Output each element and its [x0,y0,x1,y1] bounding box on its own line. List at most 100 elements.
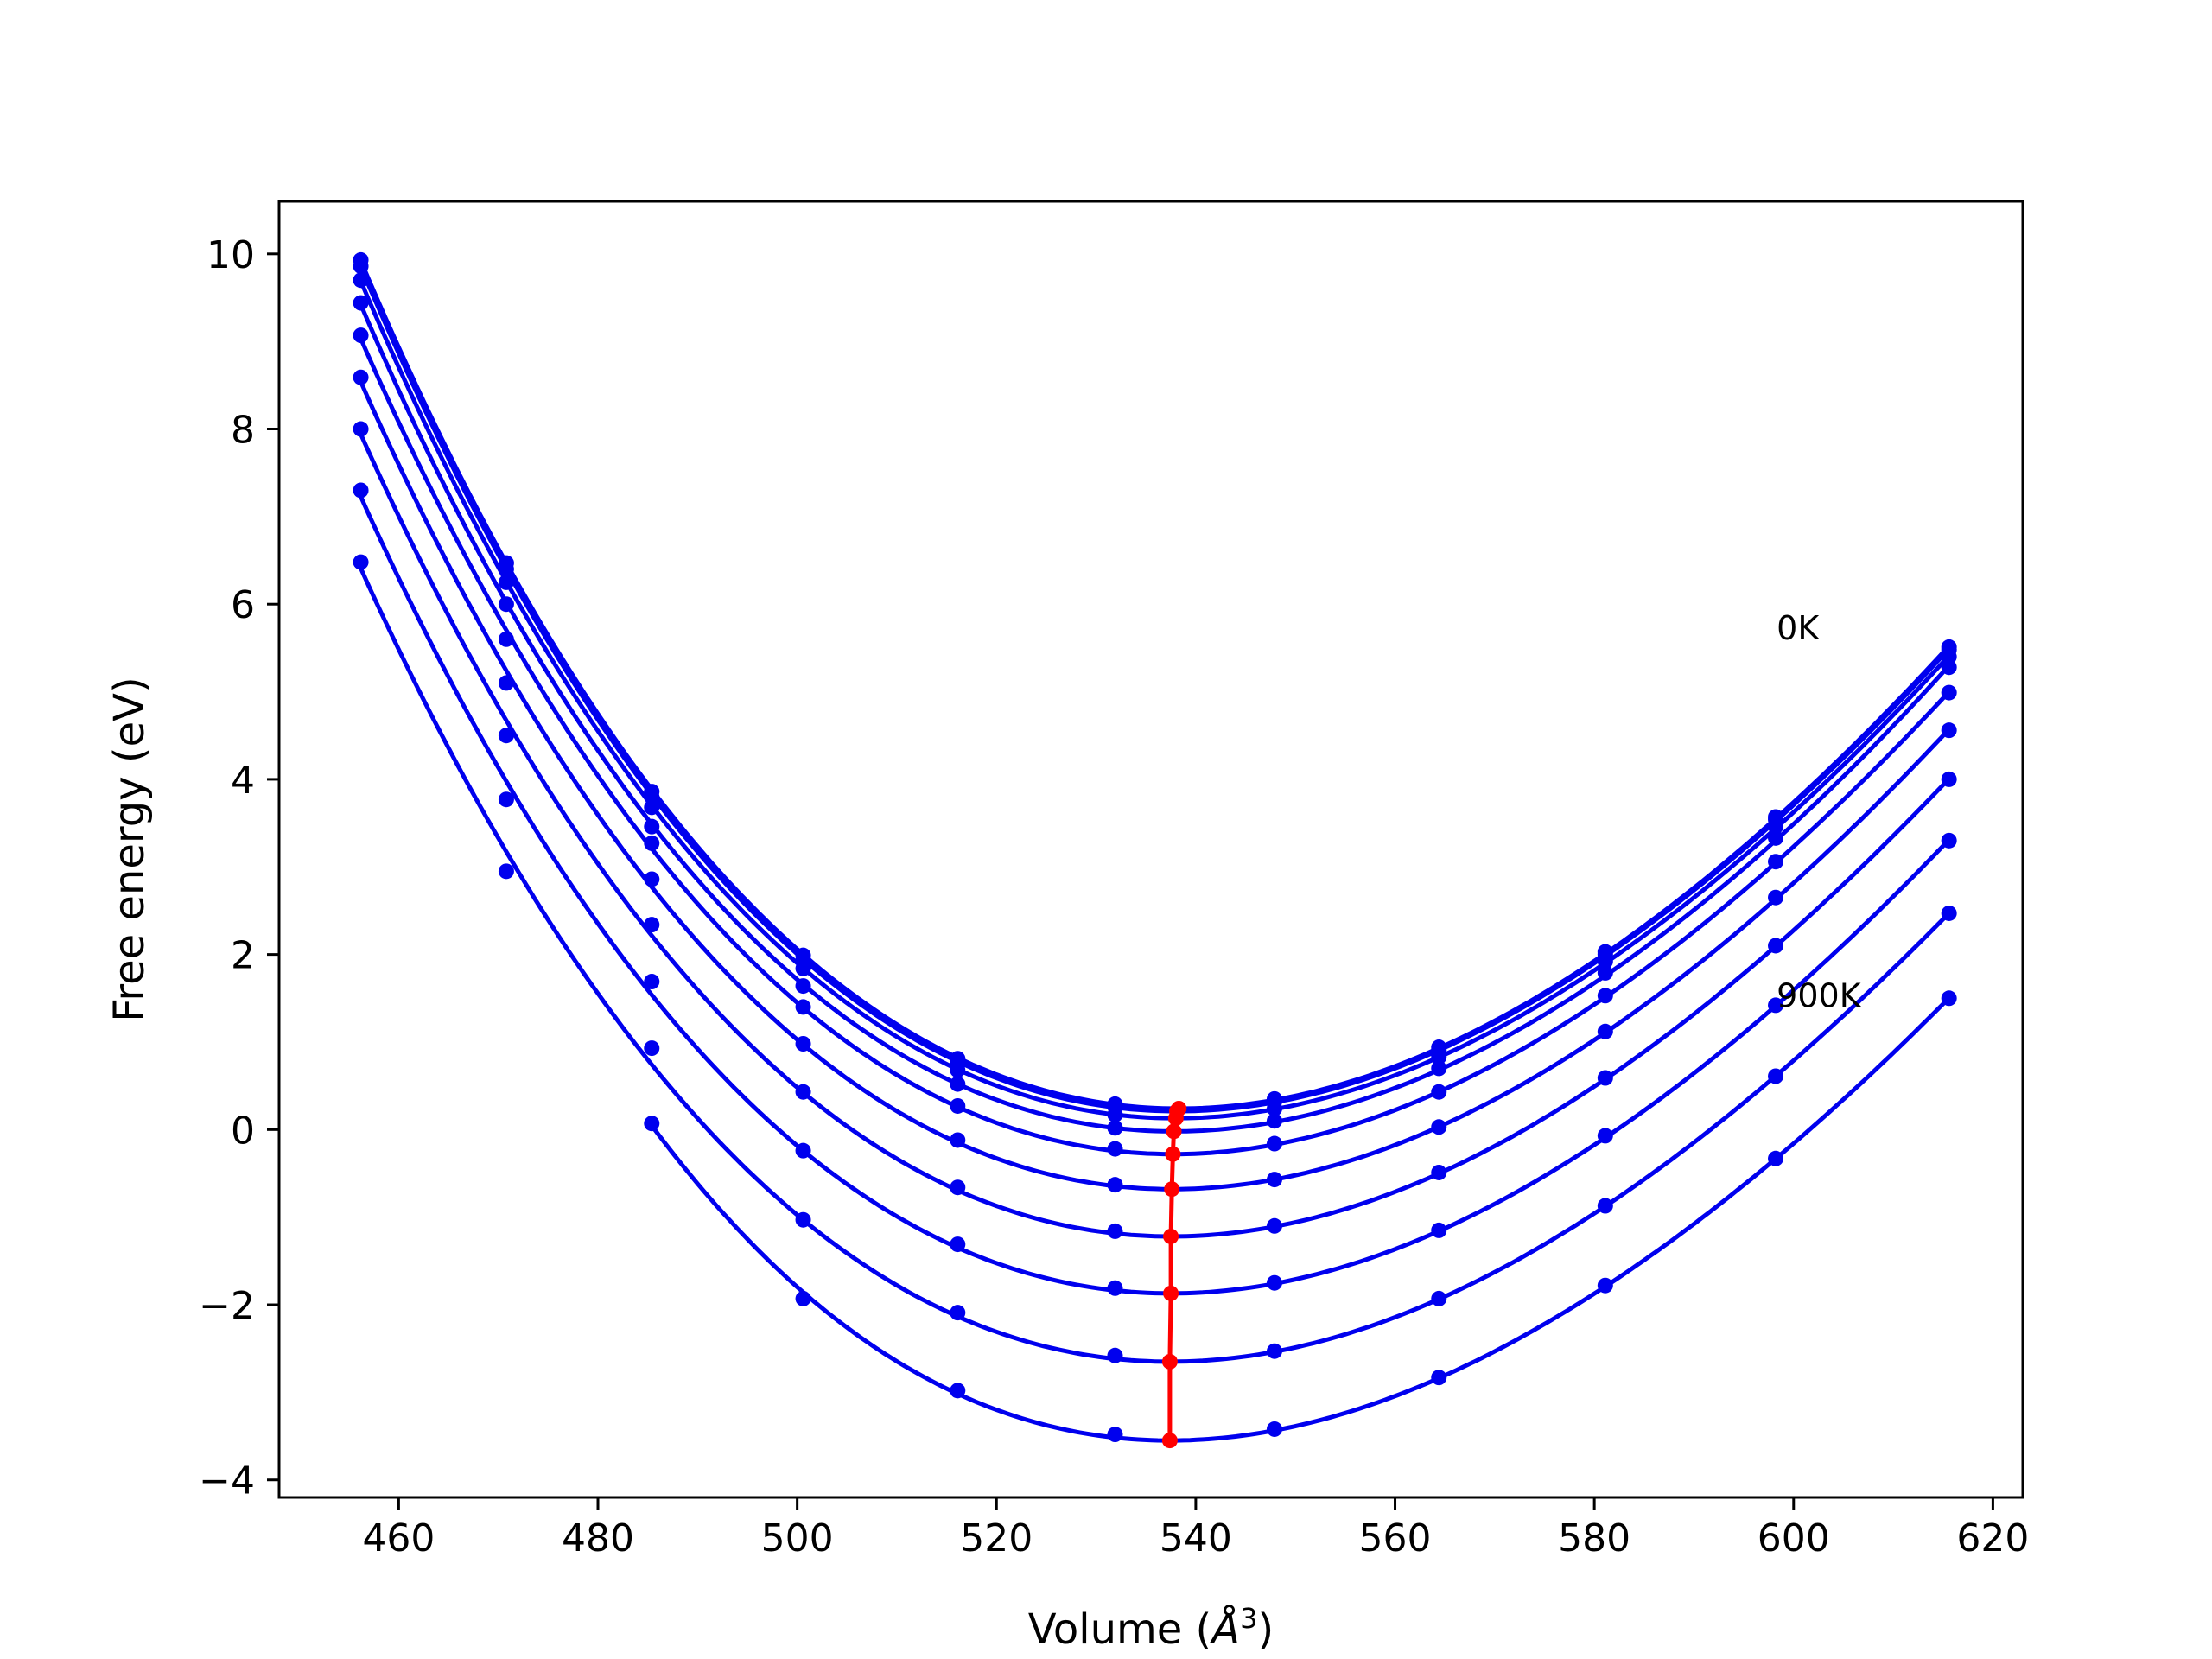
annotation-0: 0K [1777,609,1820,647]
minimum-point-7 [1163,1285,1179,1301]
data-point-s2-5 [1107,1107,1123,1123]
data-point-s9-6 [1597,1277,1613,1294]
y-tick-label-0: −4 [199,1459,255,1503]
data-point-s3-10 [1941,659,1957,676]
data-point-s1-1 [498,561,514,577]
data-point-s6-0 [353,421,369,437]
series-line-7 [359,495,1951,1296]
data-point-s4-4 [950,1097,966,1114]
series-line-3 [359,303,1951,1134]
minimum-point-4 [1165,1146,1181,1162]
data-point-s8-5 [1107,1347,1123,1363]
x-axis-label: Volume (Å3) [1028,1602,1274,1654]
data-point-s1-0 [353,258,369,274]
data-point-s5-5 [1107,1177,1123,1193]
series-line-5 [359,380,1951,1192]
y-tick-label-6: 8 [231,409,255,453]
minimum-point-8 [1161,1353,1178,1370]
data-point-s3-5 [1107,1120,1123,1136]
x-tick-label-1: 480 [562,1516,634,1560]
data-point-s6-4 [950,1179,966,1196]
data-point-s5-1 [498,675,514,691]
y-tick-label-2: 0 [231,1109,255,1153]
data-point-s6-2 [644,917,660,933]
y-tick-label-4: 4 [231,759,255,803]
x-tick-label-5: 560 [1359,1516,1432,1560]
data-point-s3-9 [1768,830,1784,846]
data-point-s2-0 [353,272,369,289]
x-axis-label-paren-close: ) [1257,1605,1274,1654]
data-point-s8-10 [1941,905,1957,921]
data-point-s7-7 [1431,1222,1447,1238]
x-axis-unit-base: Å [1209,1605,1240,1654]
data-point-s8-8 [1597,1198,1613,1214]
x-axis-unit-exp: 3 [1240,1602,1257,1635]
y-tick-label-3: 2 [231,934,255,978]
data-point-s5-7 [1431,1119,1447,1135]
data-point-s8-9 [1768,1068,1784,1084]
data-point-s8-4 [950,1305,966,1321]
x-axis-label-text: Volume [1028,1605,1183,1654]
x-tick-label-6: 580 [1558,1516,1630,1560]
data-point-s8-3 [795,1211,811,1228]
series-line-1 [359,265,1951,1114]
minimum-point-2 [1167,1110,1184,1127]
points-layer [353,251,1957,1443]
data-point-s5-4 [950,1132,966,1148]
data-point-s6-3 [795,1084,811,1100]
annotation-1: 900K [1777,976,1862,1014]
data-point-s5-8 [1597,1023,1613,1039]
x-axis-ticks: 460 480 500 520 540 560 580 600 620 [362,1497,2029,1560]
data-point-s6-7 [1431,1164,1447,1180]
data-point-s2-6 [1266,1101,1282,1116]
series-line-9 [650,996,1951,1443]
data-point-s6-9 [1768,938,1784,954]
data-point-s5-3 [795,1036,811,1052]
data-point-s2-8 [1597,953,1613,969]
data-point-s3-1 [498,596,514,613]
x-tick-label-7: 600 [1758,1516,1830,1560]
data-point-s7-4 [950,1236,966,1253]
data-point-s4-9 [1768,854,1784,870]
data-point-s3-4 [950,1076,966,1092]
data-point-s2-7 [1431,1049,1447,1065]
data-point-s7-5 [1107,1280,1123,1296]
data-point-s9-8 [1941,990,1957,1007]
data-point-s4-6 [1266,1135,1282,1152]
data-point-s4-0 [353,327,369,344]
series-line-6 [359,433,1951,1239]
data-point-s4-5 [1107,1141,1123,1157]
minimum-point-5 [1164,1181,1180,1198]
data-point-s7-1 [498,791,514,808]
data-point-s8-7 [1431,1290,1447,1306]
data-point-s2-2 [644,799,660,816]
data-point-s5-2 [644,871,660,887]
x-axis-label-paren-open: ( [1182,1605,1211,1654]
data-point-s6-8 [1597,1070,1613,1086]
curves-layer [359,259,1951,1443]
data-point-s5-10 [1941,722,1957,739]
data-point-s8-0 [353,554,369,570]
data-point-s9-1 [795,1290,811,1306]
data-point-s2-9 [1768,818,1784,835]
data-point-s4-1 [498,631,514,647]
minimum-point-3 [1166,1123,1182,1140]
data-point-s9-5 [1431,1370,1447,1386]
data-point-s5-9 [1768,889,1784,906]
data-point-s9-7 [1768,1150,1784,1166]
y-axis-label: Free energy (eV) [105,677,154,1021]
minimum-point-6 [1163,1228,1179,1244]
data-point-s4-3 [795,999,811,1015]
data-point-s3-3 [795,978,811,995]
data-point-s7-6 [1266,1274,1282,1291]
data-point-s2-4 [950,1062,966,1078]
data-point-s6-10 [1941,771,1957,787]
series-line-2 [359,280,1951,1121]
data-point-s8-6 [1266,1343,1282,1359]
y-tick-label-7: 10 [207,233,255,277]
x-tick-label-2: 500 [761,1516,834,1560]
data-point-s4-8 [1597,988,1613,1004]
data-point-s3-2 [644,818,660,835]
data-point-s3-6 [1266,1113,1282,1129]
